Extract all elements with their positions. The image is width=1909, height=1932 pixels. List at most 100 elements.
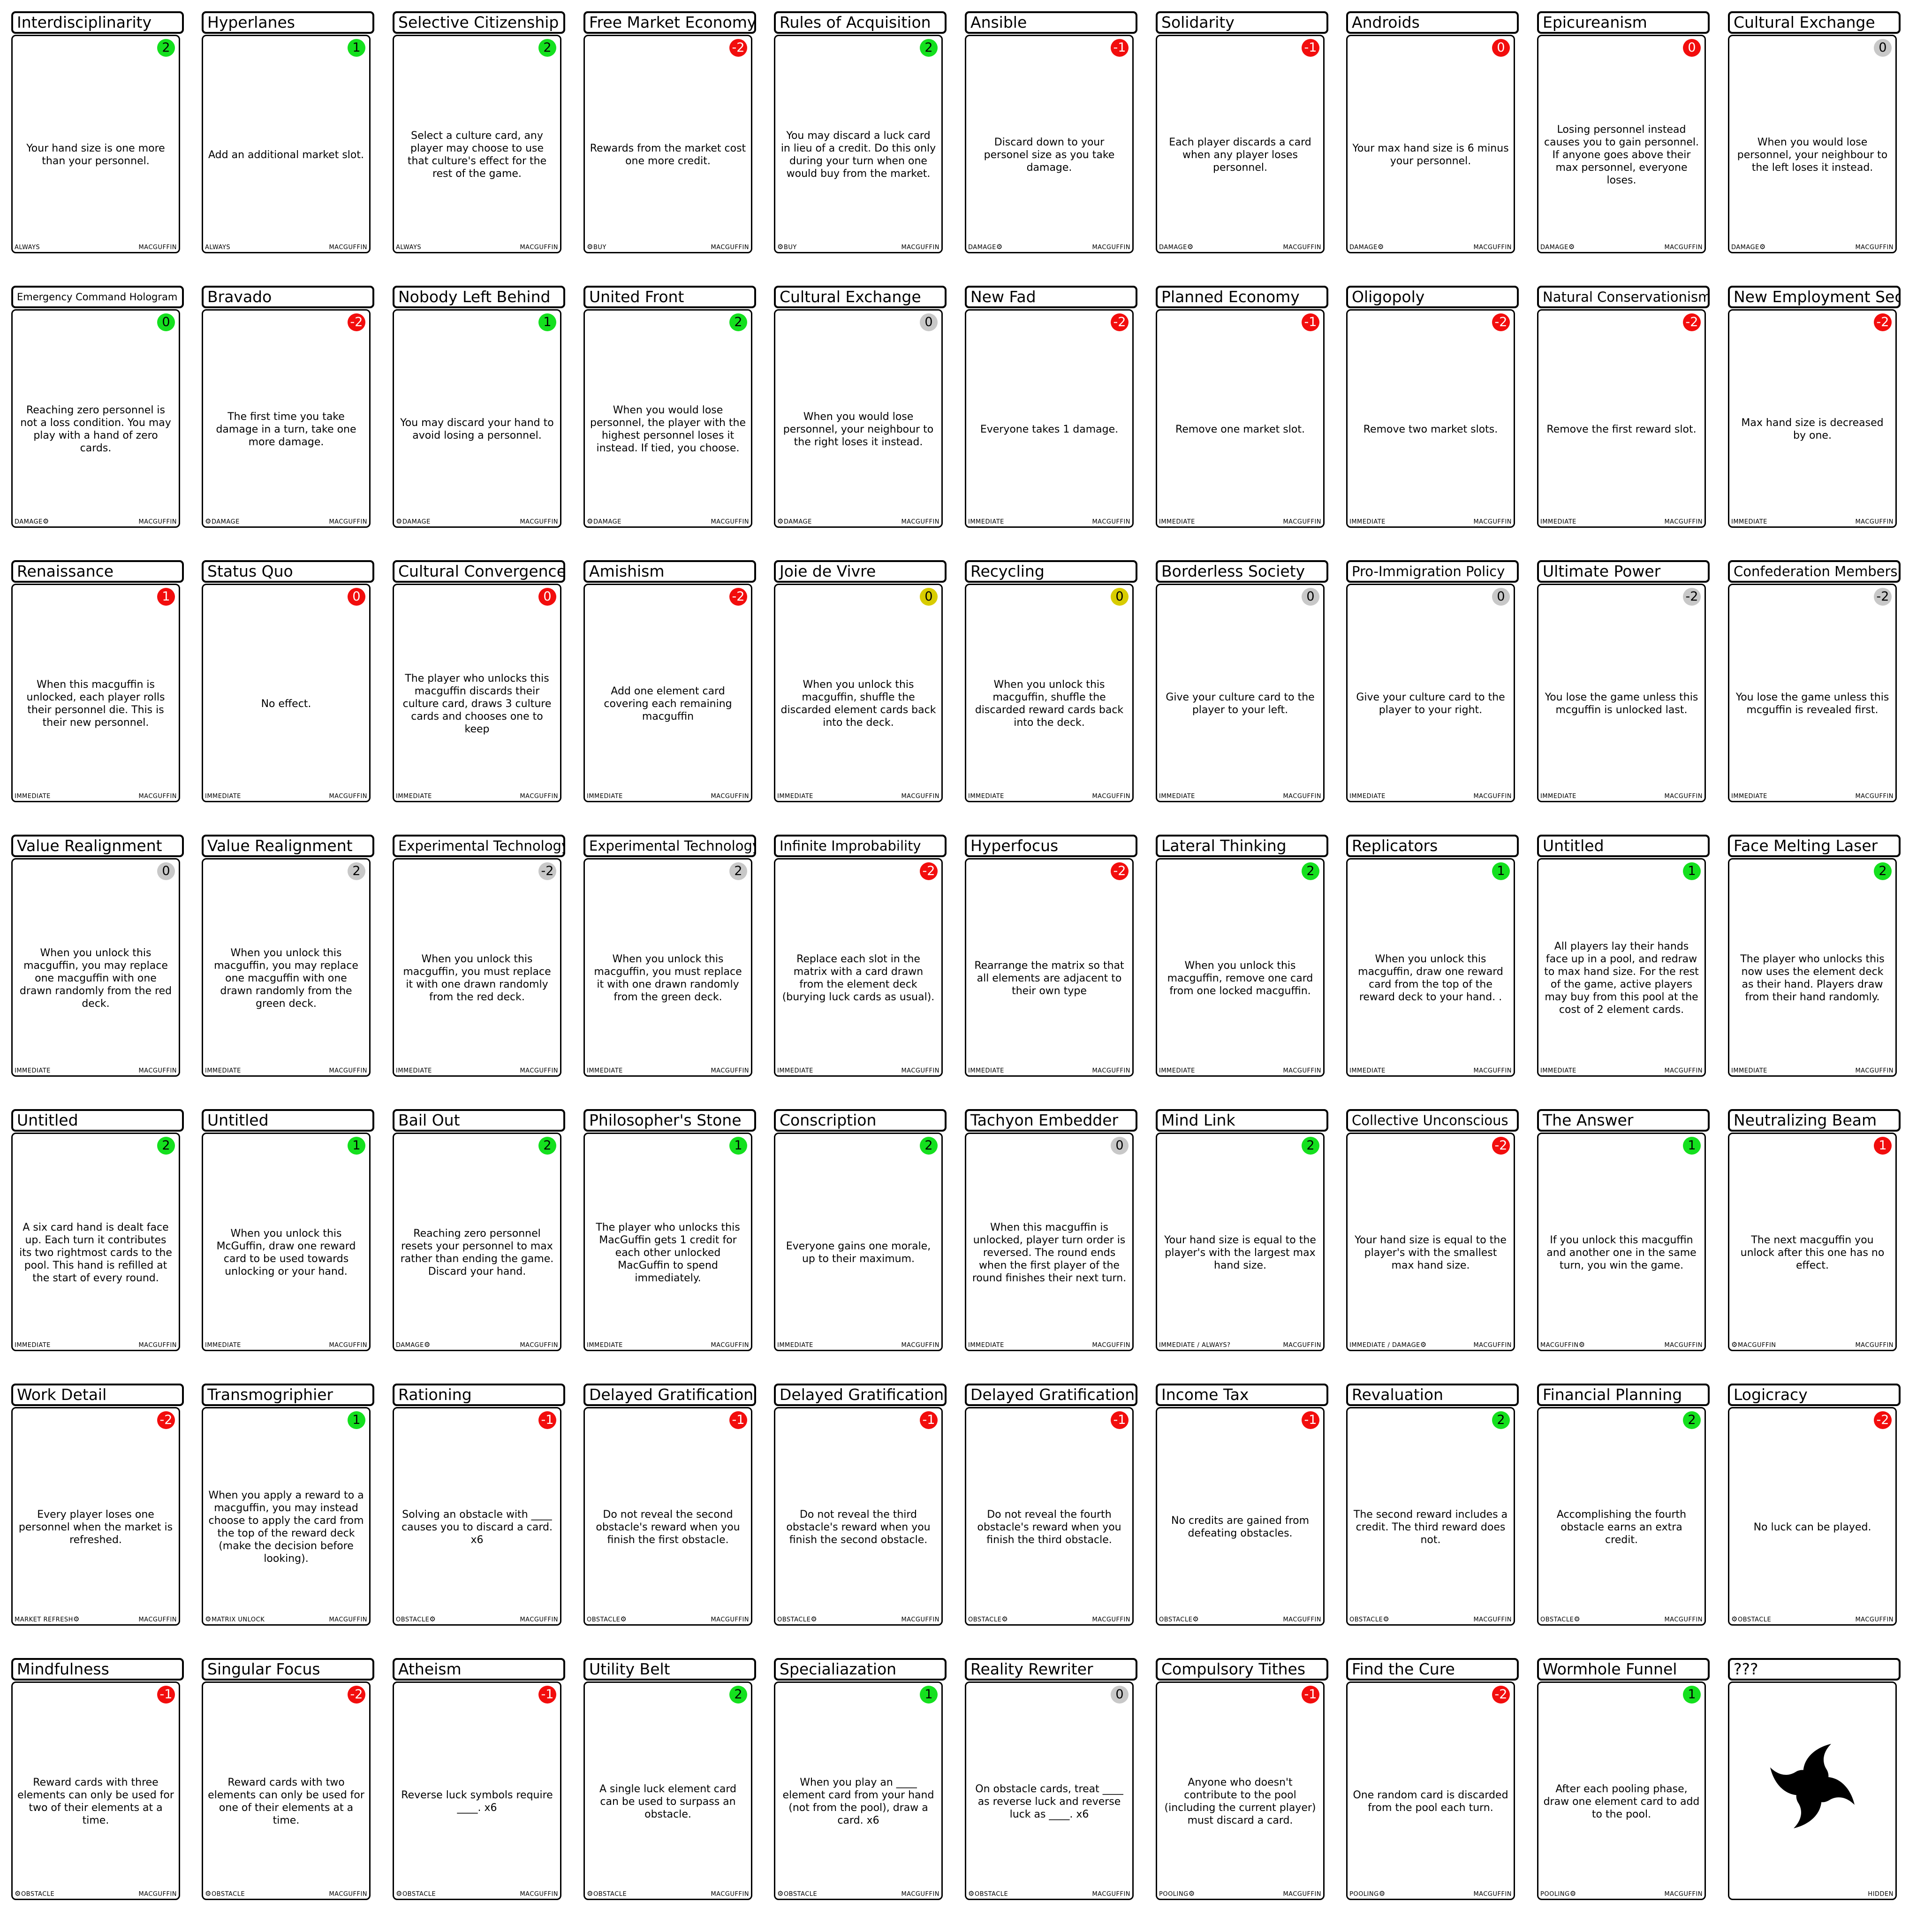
card-title: Free Market Economy — [583, 11, 756, 34]
card-cell[interactable]: Collective Unconscious -2 Your hand size i… — [1346, 1109, 1519, 1383]
card-cell[interactable]: Cultural Convergence 0 The player who unlo… — [393, 560, 565, 834]
card-cell[interactable]: Planned Economy -1 Remove one market slot.… — [1156, 286, 1328, 560]
card-cell[interactable]: Specialiazation 1 When you play an ____ el… — [774, 1658, 947, 1932]
card-cell[interactable]: Bail Out 2 Reaching zero personnel resets … — [393, 1109, 565, 1383]
card-cell[interactable]: Solidarity -1 Each player discards a card … — [1156, 11, 1328, 285]
card-cell[interactable]: Pro-Immigration Policy 0 Give your culture… — [1346, 560, 1519, 834]
card-cell[interactable]: Emergency Command Hologram 0 Reaching zero… — [11, 286, 184, 560]
card-cell[interactable]: Oligopoly -2 Remove two market slots. IMMED… — [1346, 286, 1519, 560]
card-cell[interactable]: Status Quo 0 No effect. IMMEDIATE MACGUFFIN — [202, 560, 374, 834]
card-cell[interactable]: Utility Belt 2 A single luck element card … — [583, 1658, 756, 1932]
card-title: Planned Economy — [1156, 286, 1328, 308]
card-type-label: MACGUFFIN — [901, 1616, 939, 1623]
card-cell[interactable]: Untitled 1 When you unlock this McGuffin, … — [202, 1109, 374, 1383]
card-cell[interactable]: Value Realignment 2 When you unlock this m… — [202, 835, 374, 1109]
card-cell[interactable]: Reality Rewriter 0 On obstacle cards, trea… — [965, 1658, 1137, 1932]
card-cell[interactable]: Joie de Vivre 0 When you unlock this macgu… — [774, 560, 947, 834]
card-cell[interactable]: Ultimate Power -2 You lose the game unless… — [1537, 560, 1710, 834]
card-rules-text: When you unlock this macguffin, draw one… — [1358, 953, 1503, 1003]
card-cell[interactable]: Interdisciplinarity 2 Your hand size is on… — [11, 11, 184, 285]
card-cell[interactable]: Mind Link 2 Your hand size is equal to the… — [1156, 1109, 1328, 1383]
card-cell[interactable]: Renaissance 1 When this macguffin is unloc… — [11, 560, 184, 834]
card-cell[interactable]: Selective Citizenship 2 Select a culture c… — [393, 11, 565, 285]
card-rules-text: When you unlock this McGuffin, draw one … — [216, 1228, 356, 1278]
card-body: -2 Rewards from the market cost one more … — [583, 35, 752, 253]
card-cell[interactable]: Epicureanism 0 Losing personnel instead ca… — [1537, 11, 1710, 285]
card-cell[interactable]: Recycling 0 When you unlock this macguffin… — [965, 560, 1137, 834]
trigger-label: POOLING⚙ — [1349, 1889, 1386, 1898]
card-cell[interactable]: Mindfulness -1 Reward cards with three ele… — [11, 1658, 184, 1932]
card-cell[interactable]: New Employment Sector -2 Max hand size is … — [1728, 286, 1901, 560]
card-cell[interactable]: Borderless Society 0 Give your culture car… — [1156, 560, 1328, 834]
card-cell[interactable]: United Front 2 When you would lose personn… — [583, 286, 756, 560]
card-cell[interactable]: The Answer 1 If you unlock this macguffin … — [1537, 1109, 1710, 1383]
card-cell[interactable]: Work Detail -2 Every player loses one pers… — [11, 1384, 184, 1658]
card-cell[interactable]: Philosopher's Stone 1 The player who unloc… — [583, 1109, 756, 1383]
card-cell[interactable]: Find the Cure -2 One random card is discar… — [1346, 1658, 1519, 1932]
card-cell[interactable]: Compulsory Tithes -1 Anyone who doesn't co… — [1156, 1658, 1328, 1932]
gear-icon: ⚙ — [1377, 243, 1384, 251]
card-cell[interactable]: Untitled 2 A six card hand is dealt face u… — [11, 1109, 184, 1383]
card-cell[interactable]: Hyperfocus -2 Rearrange the matrix so that… — [965, 835, 1137, 1109]
card-cell[interactable]: Androids 0 Your max hand size is 6 minus y… — [1346, 11, 1519, 285]
card-cell[interactable]: Logicracy -2 No luck can be played. ⚙OBSTAC… — [1728, 1384, 1901, 1658]
card-cell[interactable]: Infinite Improbability -2 Replace each slo… — [774, 835, 947, 1109]
card-cell[interactable]: Rules of Acquisition 2 You may discard a l… — [774, 11, 947, 285]
value-badge: -1 — [1302, 1686, 1319, 1704]
card-cell[interactable]: Hyperlanes 1 Add an additional market slot… — [202, 11, 374, 285]
card-cell[interactable]: Conscription 2 Everyone gains one morale, … — [774, 1109, 947, 1383]
card-cell[interactable]: Transmogriphier 1 When you apply a reward … — [202, 1384, 374, 1658]
card-cell[interactable]: Cultural Exchange 0 When you would lose pe… — [774, 286, 947, 560]
value-badge: -1 — [920, 1411, 938, 1429]
trigger-text: IMMEDIATE — [777, 1342, 813, 1349]
card-cell[interactable]: Untitled 1 All players lay their hands fac… — [1537, 835, 1710, 1109]
card-cell[interactable]: Tachyon Embedder 0 When this macguffin is … — [965, 1109, 1137, 1383]
card-body: 0 Your max hand size is 6 minus your pers… — [1346, 35, 1515, 253]
card-cell[interactable]: Amishism -2 Add one element card covering … — [583, 560, 756, 834]
card-cell[interactable]: Confederation Membership -2 You lose the g… — [1728, 560, 1901, 834]
card-cell[interactable]: New Fad -2 Everyone takes 1 damage. IMMEDIA… — [965, 286, 1137, 560]
card-cell[interactable]: Delayed Gratification -1 Do not reveal the… — [965, 1384, 1137, 1658]
trigger-text: IMMEDIATE — [15, 1342, 51, 1349]
card-rules-text: Add an additional market slot. — [208, 149, 364, 161]
card-cell[interactable]: Delayed Gratification -1 Do not reveal the… — [583, 1384, 756, 1658]
card-cell[interactable]: Financial Planning 2 Accomplishing the fou… — [1537, 1384, 1710, 1658]
card-rules-text: Do not reveal the fourth obstacle's rewa… — [977, 1508, 1121, 1546]
card-cell[interactable]: Natural Conservationism -2 Remove the firs… — [1537, 286, 1710, 560]
trigger-text: IMMEDIATE — [1731, 1067, 1767, 1074]
trigger-text: OBSTACLE — [783, 1891, 818, 1898]
value-badge: -2 — [729, 588, 747, 606]
gear-icon: ⚙ — [777, 1889, 784, 1898]
card-cell[interactable]: Wormhole Funnel 1 After each pooling phase… — [1537, 1658, 1710, 1932]
card-type-label: MACGUFFIN — [1092, 1067, 1130, 1074]
card-body: 2 Select a culture card, any player may c… — [393, 35, 561, 253]
card-cell[interactable]: Free Market Economy -2 Rewards from the ma… — [583, 11, 756, 285]
card-rules-text: Give your culture card to the player to … — [1166, 692, 1315, 716]
card-title: Cultural Convergence — [393, 560, 565, 583]
trigger-text: OBSTACLE — [593, 1891, 627, 1898]
card-cell[interactable]: ??? HIDDEN — [1728, 1658, 1901, 1932]
card-rules-text: Discard down to your personel size as yo… — [984, 136, 1115, 174]
trigger-label: OBSTACLE⚙ — [1540, 1615, 1580, 1623]
card-cell[interactable]: Cultural Exchange 0 When you would lose pe… — [1728, 11, 1901, 285]
trigger-text: DAMAGE — [1731, 244, 1759, 251]
card-cell[interactable]: Replicators 1 When you unlock this macguff… — [1346, 835, 1519, 1109]
card-cell[interactable]: Bravado -2 The first time you take damage … — [202, 286, 374, 560]
card-cell[interactable]: Ansible -1 Discard down to your personel s… — [965, 11, 1137, 285]
card-cell[interactable]: Nobody Left Behind 1 You may discard your … — [393, 286, 565, 560]
card-cell[interactable]: Delayed Gratification -1 Do not reveal the… — [774, 1384, 947, 1658]
card-cell[interactable]: Experimental Technology -2 When you unlock… — [393, 835, 565, 1109]
card-cell[interactable]: Lateral Thinking 2 When you unlock this ma… — [1156, 835, 1328, 1109]
card-cell[interactable]: Face Melting Laser 2 The player who unlock… — [1728, 835, 1901, 1109]
card-cell[interactable]: Singular Focus -2 Reward cards with two el… — [202, 1658, 374, 1932]
trigger-text: IMMEDIATE — [1349, 1067, 1386, 1074]
card-cell[interactable]: Rationing -1 Solving an obstacle with ____… — [393, 1384, 565, 1658]
value-badge: 1 — [348, 1411, 365, 1429]
card-cell[interactable]: Neutralizing Beam 1 The next macguffin you… — [1728, 1109, 1901, 1383]
card-cell[interactable]: Atheism -1 Reverse luck symbols require __… — [393, 1658, 565, 1932]
card-cell[interactable]: Income Tax -1 No credits are gained from d… — [1156, 1384, 1328, 1658]
trigger-label: POOLING⚙ — [1159, 1889, 1195, 1898]
card-cell[interactable]: Experimental Technology 2 When you unlock … — [583, 835, 756, 1109]
card-cell[interactable]: Value Realignment 0 When you unlock this m… — [11, 835, 184, 1109]
card-cell[interactable]: Revaluation 2 The second reward includes a… — [1346, 1384, 1519, 1658]
